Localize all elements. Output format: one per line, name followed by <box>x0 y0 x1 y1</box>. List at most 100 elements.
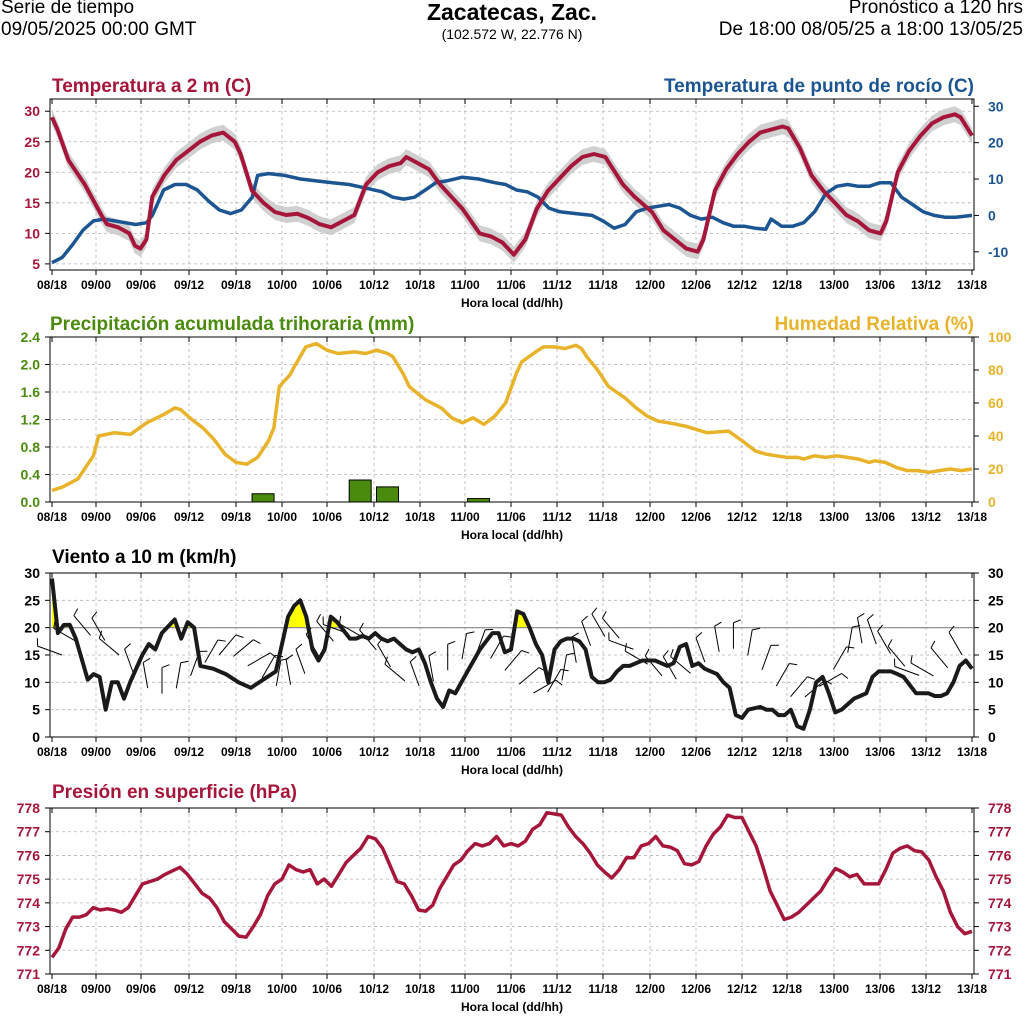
wind-barb-feather <box>91 611 98 619</box>
wind-barb-shaft <box>73 615 91 636</box>
y-tick-label-left: 25 <box>24 592 40 608</box>
y-tick-label-left: 10 <box>24 674 40 690</box>
y-tick-label-left: 0 <box>32 729 40 745</box>
x-tick-label: 13/12 <box>911 510 941 524</box>
wind-barb-shaft <box>377 644 392 668</box>
humidity-line <box>51 341 973 493</box>
y-tick-label-left: 1.6 <box>21 384 41 400</box>
precipitation-bar <box>348 479 372 503</box>
y-tick-label-left: 10 <box>24 225 40 241</box>
y-tick-label-right: -10 <box>988 244 1008 260</box>
wind-barb-feather <box>217 639 226 642</box>
wind-barb-shaft <box>461 633 468 660</box>
wind-barb-shaft <box>847 627 853 653</box>
wind-barb-shaft <box>247 652 271 667</box>
y-tick-label-right: 60 <box>988 395 1004 411</box>
y-tick-label-right: 0 <box>988 207 996 223</box>
wind-barb-shaft <box>581 621 592 646</box>
y-tick-label-right: 20 <box>988 461 1004 477</box>
precipitation-bar <box>467 498 491 503</box>
x-tick-label: 09/00 <box>81 982 111 996</box>
x-tick-label: 12/06 <box>681 510 711 524</box>
wind-barb-feather <box>466 631 475 634</box>
wind-barb-feather <box>359 622 364 631</box>
precipitation-bar <box>251 493 275 503</box>
wind-barb-shaft <box>285 658 292 685</box>
wind-barb-feather <box>887 639 893 647</box>
x-tick-label: 12/06 <box>681 745 711 759</box>
panel-1-frame <box>49 98 975 271</box>
x-tick-label: 10/18 <box>405 278 435 292</box>
wind-barb-feather <box>295 643 303 650</box>
y-tick-label-right: 10 <box>988 171 1004 187</box>
wind-barb-shaft <box>98 637 120 656</box>
y-tick-label-left: 30 <box>24 565 40 581</box>
wind-barb-shaft <box>747 629 753 656</box>
wind-barb-feather <box>695 631 703 639</box>
x-tick-label: 11/06 <box>496 510 526 524</box>
x-tick-label: 13/18 <box>957 510 987 524</box>
x-tick-label: 11/06 <box>496 745 526 759</box>
temperature-title: Temperatura a 2 m (C) <box>52 76 251 97</box>
wind-barb-feather <box>789 662 798 666</box>
wind-barb-feather <box>591 607 598 615</box>
y-tick-label-left: 772 <box>17 942 41 958</box>
wind-barb-feather <box>124 643 131 650</box>
wind-barb-shaft <box>571 636 577 663</box>
x-tick-label: 12/12 <box>727 745 757 759</box>
wind-threshold-fill <box>52 578 530 628</box>
x-tick-label: 09/12 <box>174 510 204 524</box>
y-tick-label-right: 775 <box>988 871 1012 887</box>
wind-barb-feather <box>566 652 575 656</box>
wind-barb-shaft <box>591 613 606 637</box>
wind-barb-shaft <box>608 639 634 650</box>
wind-barb-shaft <box>832 646 847 670</box>
x-tick-label: 10/00 <box>267 982 297 996</box>
y-tick-label-right: 772 <box>988 942 1012 958</box>
wind-barb-shaft <box>533 679 557 694</box>
wind-barb-shaft <box>218 634 237 656</box>
x-axis-label: Hora local (dd/hh) <box>461 763 563 777</box>
y-tick-label-right: 776 <box>988 847 1012 863</box>
header-left: Serie de tiempo 09/05/2025 00:00 GMT <box>1 0 196 41</box>
wind-barb-shaft <box>295 649 306 674</box>
x-tick-label: 09/12 <box>174 278 204 292</box>
wind-barb-shaft <box>930 647 949 669</box>
x-tick-label: 10/12 <box>359 982 389 996</box>
x-tick-label: 12/18 <box>772 982 802 996</box>
wind-barb-shaft <box>695 637 706 663</box>
y-tick-label-left: 774 <box>17 895 41 911</box>
wind-barb-shaft <box>894 666 920 676</box>
wind-barb-feather <box>857 613 865 619</box>
wind-barb-feather <box>142 657 151 663</box>
x-tick-label: 10/18 <box>405 982 435 996</box>
x-tick-label: 13/00 <box>819 745 849 759</box>
wind-barb-feather <box>752 627 761 631</box>
wind-barb-shaft <box>124 648 134 674</box>
x-tick-label: 09/06 <box>126 745 156 759</box>
x-tick-label: 09/00 <box>81 745 111 759</box>
wind-barb-feather <box>316 614 322 622</box>
wind-barb-feather <box>910 655 913 664</box>
wind-barb-shaft <box>37 645 63 656</box>
x-tick-label: 09/12 <box>174 745 204 759</box>
x-tick-label: 11/12 <box>542 510 572 524</box>
y-tick-label-right: 773 <box>988 919 1012 935</box>
x-tick-label: 12/00 <box>635 278 665 292</box>
y-tick-label-left: 1.2 <box>21 412 41 428</box>
x-tick-label: 09/06 <box>126 510 156 524</box>
x-tick-label: 11/18 <box>588 278 618 292</box>
wind-barb-shaft <box>662 656 677 680</box>
wind-barb-feather <box>235 634 244 638</box>
x-tick-label: 09/18 <box>221 510 251 524</box>
dewpoint-line <box>51 171 973 265</box>
wind-barb-feather <box>280 658 289 661</box>
pressure-title: Presión en superficie (hPa) <box>52 782 297 803</box>
y-tick-label-right: 0 <box>988 729 996 745</box>
x-tick-label: 08/18 <box>37 982 67 996</box>
y-tick-label-right: 0 <box>988 494 996 510</box>
wind-barb-shaft <box>887 646 906 667</box>
wind-barb-shaft <box>714 626 720 652</box>
wind-barb-feather <box>948 625 955 633</box>
wind-barb-feather <box>733 619 742 624</box>
